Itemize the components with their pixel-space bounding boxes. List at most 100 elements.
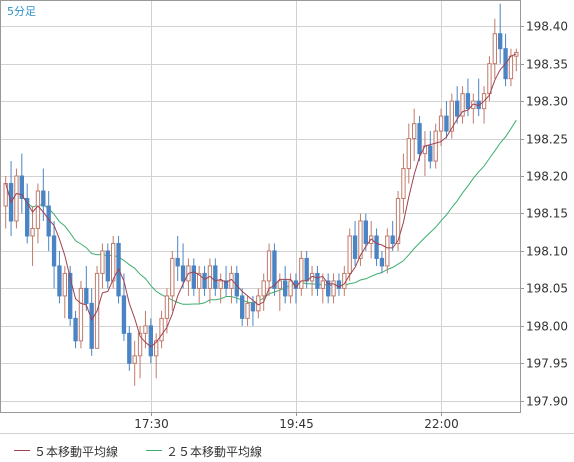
- candle: [30, 206, 35, 266]
- x-axis-labels: 17:30 19:45 22:00: [134, 412, 459, 431]
- candle-body: [78, 287, 84, 342]
- candle: [154, 333, 159, 379]
- candle-body: [191, 265, 196, 289]
- candle-body: [175, 257, 180, 267]
- candle: [180, 243, 186, 289]
- candle: [62, 265, 67, 319]
- candle-body: [245, 302, 250, 319]
- candle-body: [422, 145, 428, 155]
- candle: [197, 265, 202, 304]
- candle-body: [455, 100, 460, 117]
- candle-body: [137, 332, 143, 357]
- candle-body: [465, 93, 471, 110]
- candle: [272, 243, 277, 296]
- candle: [438, 108, 444, 147]
- y-axis-labels: 198.40 198.35 198.30 198.25 198.20 198.15 198.…: [520, 20, 568, 409]
- legend-item-ma5: ５本移動平均線: [14, 443, 118, 460]
- candle: [105, 243, 110, 289]
- candle-body: [261, 280, 266, 297]
- candle-body: [304, 257, 309, 282]
- candle: [444, 101, 449, 139]
- candle-body: [320, 280, 325, 289]
- candle: [35, 183, 41, 244]
- ma5-line: [5, 53, 517, 348]
- legend-swatch-ma25: [146, 450, 162, 451]
- candle: [460, 86, 465, 124]
- ma25-layer: [5, 119, 517, 305]
- candle: [89, 288, 94, 356]
- candle-body: [127, 332, 132, 364]
- candle-body: [277, 280, 282, 289]
- candle-body: [164, 295, 170, 319]
- candle: [374, 228, 379, 266]
- candle: [320, 273, 325, 304]
- candle-body: [299, 257, 304, 289]
- candle: [127, 325, 132, 371]
- candle: [84, 265, 89, 311]
- y-tick-label: 197.90: [526, 395, 568, 409]
- candle: [132, 340, 137, 386]
- candle: [148, 318, 153, 364]
- candle-body: [379, 257, 385, 267]
- candle-body: [121, 295, 127, 334]
- candle: [121, 273, 127, 341]
- candle-body: [111, 242, 116, 282]
- candle-body: [100, 250, 105, 274]
- candle-body: [62, 272, 67, 297]
- y-tick-label: 198.40: [526, 20, 568, 34]
- candle-body: [30, 227, 35, 237]
- candle-body: [460, 93, 465, 117]
- x-tick-label: 22:00: [424, 417, 459, 431]
- candle: [14, 168, 19, 229]
- candle-body: [19, 175, 24, 200]
- candle: [234, 265, 239, 304]
- y-tick-label: 198.20: [526, 170, 568, 184]
- candle-body: [438, 115, 444, 132]
- candle: [170, 250, 175, 311]
- candle-body: [395, 198, 401, 244]
- candle: [449, 93, 454, 139]
- candle-body: [492, 33, 497, 65]
- candle: [78, 280, 84, 349]
- candle: [363, 213, 368, 251]
- candle-body: [315, 272, 320, 289]
- candle-body: [73, 317, 78, 342]
- candle-body: [412, 123, 417, 140]
- candle: [19, 153, 24, 214]
- candle: [455, 86, 460, 124]
- candle: [352, 220, 358, 266]
- ma25-line: [5, 119, 517, 305]
- candle-body: [508, 55, 514, 80]
- candle-body: [84, 287, 89, 304]
- candle-body: [336, 280, 342, 289]
- candle-body: [132, 355, 137, 364]
- candle: [218, 273, 223, 304]
- candle-body: [170, 257, 175, 297]
- timeframe-label: 5分足: [7, 5, 36, 18]
- y-tick-label: 198.35: [526, 58, 568, 72]
- candle: [428, 131, 433, 169]
- y-tick-label: 198.25: [526, 133, 568, 147]
- candle-body: [444, 115, 449, 132]
- candle-body: [202, 272, 207, 289]
- candle-body: [41, 190, 46, 207]
- candle-body: [35, 190, 41, 229]
- candle: [315, 265, 320, 296]
- y-tick-label: 198.00: [526, 320, 568, 334]
- candle-body: [213, 265, 218, 289]
- candle: [412, 108, 417, 162]
- candle: [326, 273, 331, 304]
- candle: [175, 235, 180, 281]
- candle: [100, 243, 105, 289]
- candle-body: [417, 123, 422, 155]
- candle-body: [143, 325, 148, 334]
- candle-body: [25, 198, 30, 237]
- candle: [433, 123, 438, 169]
- candle: [261, 273, 266, 311]
- candle-body: [331, 280, 336, 297]
- candle-body: [51, 235, 57, 267]
- y-tick-label: 198.30: [526, 95, 568, 109]
- candle: [73, 310, 78, 349]
- candle: [379, 250, 385, 274]
